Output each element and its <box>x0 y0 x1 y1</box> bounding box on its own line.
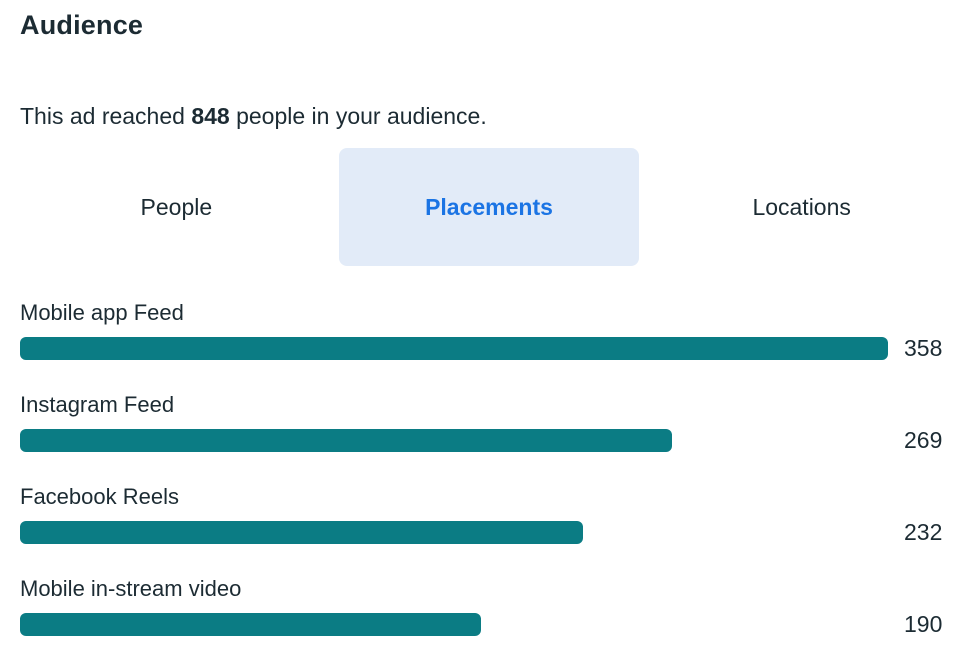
bar-category-label: Mobile app Feed <box>20 300 184 325</box>
tab-locations[interactable]: Locations <box>752 193 851 220</box>
tab-people[interactable]: People <box>140 193 213 220</box>
bar <box>20 521 583 544</box>
bar-value: 358 <box>904 335 943 361</box>
bar <box>20 337 888 360</box>
bar-track <box>20 337 888 360</box>
reach-summary-suffix: people in your audience. <box>229 103 487 129</box>
reach-summary-prefix: This ad reached <box>20 103 192 129</box>
bar-row: Mobile app Feed 358 <box>20 300 958 362</box>
bar <box>20 429 673 452</box>
bar-value: 190 <box>904 611 943 637</box>
bar-area: 190 <box>20 611 958 638</box>
bar-area: 232 <box>20 519 958 546</box>
bar-row: Mobile in-stream video 190 <box>20 576 958 638</box>
placements-bar-chart: Mobile app Feed 358 Instagram Feed 269 Faceb… <box>20 300 958 638</box>
bar-area: 358 <box>20 335 958 362</box>
bar-row: Facebook Reels 232 <box>20 484 958 546</box>
bar-value: 232 <box>904 519 943 545</box>
reach-summary: This ad reached 848 people in your audie… <box>20 103 958 130</box>
bar-value: 269 <box>904 427 943 453</box>
bar-area: 269 <box>20 427 958 454</box>
bar <box>20 613 481 636</box>
bar-category-label: Instagram Feed <box>20 392 175 417</box>
bar-track <box>20 521 888 544</box>
bar-track <box>20 613 888 636</box>
tab-placements[interactable]: Placements <box>338 148 640 266</box>
bar-category-label: Facebook Reels <box>20 484 179 509</box>
bar-track <box>20 429 888 452</box>
audience-tabs: People Placements Locations <box>20 148 958 266</box>
reach-count: 848 <box>191 103 230 129</box>
bar-row: Instagram Feed 269 <box>20 392 958 454</box>
bar-category-label: Mobile in-stream video <box>20 576 242 601</box>
page-title: Audience <box>20 10 144 40</box>
